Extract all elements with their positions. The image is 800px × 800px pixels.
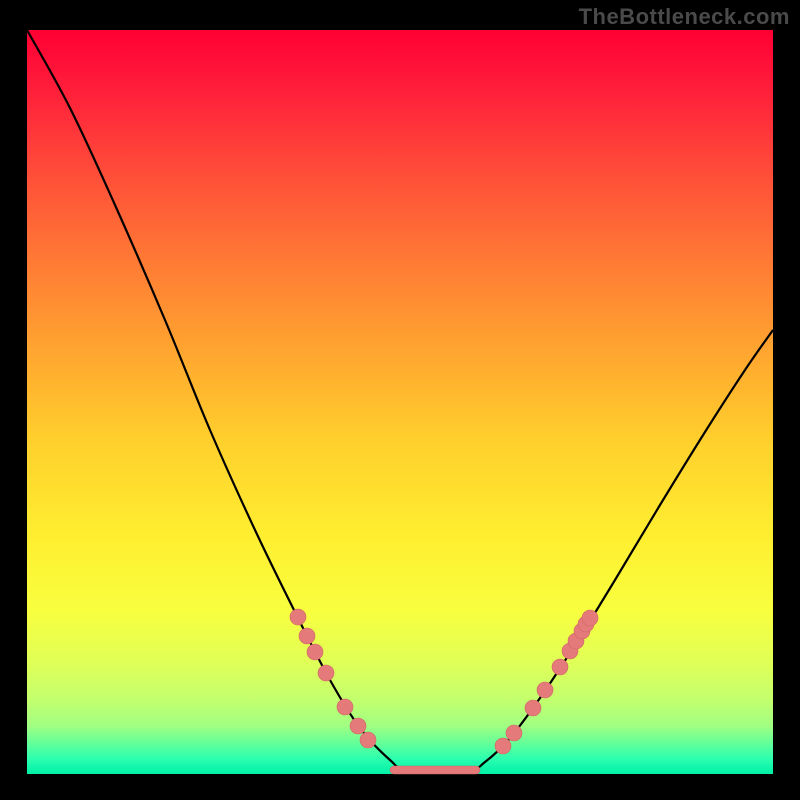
chart-container: TheBottleneck.com [0,0,800,800]
watermark-text: TheBottleneck.com [579,4,790,30]
data-point-marker [307,644,323,660]
data-point-marker [299,628,315,644]
data-point-marker [552,659,568,675]
data-point-marker [337,699,353,715]
data-point-marker [350,718,366,734]
data-point-marker [537,682,553,698]
data-point-marker [360,732,376,748]
data-point-marker [582,610,598,626]
data-point-marker [525,700,541,716]
chart-svg [0,0,800,800]
data-point-marker [506,725,522,741]
flat-bottom-marker-strip [390,766,480,774]
data-point-marker [318,665,334,681]
data-point-marker [290,609,306,625]
gradient-background [27,30,773,774]
data-point-marker [495,738,511,754]
